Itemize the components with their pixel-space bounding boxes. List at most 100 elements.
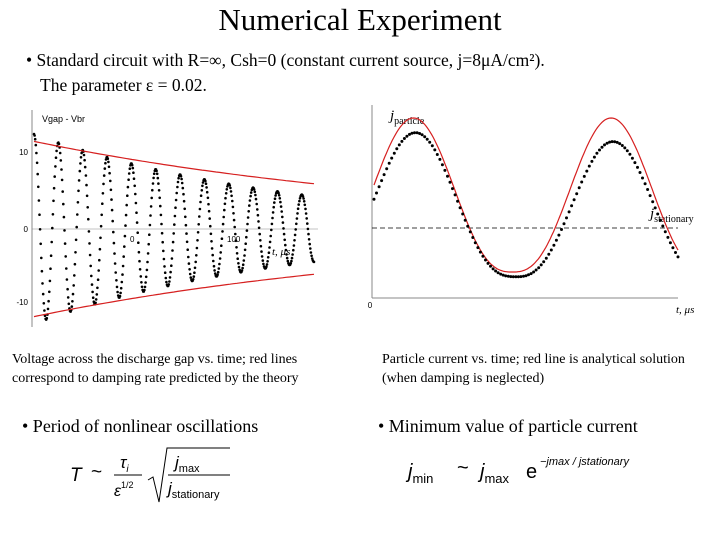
data-point	[481, 254, 485, 258]
data-point	[110, 208, 114, 212]
data-point	[187, 262, 191, 265]
data-point	[549, 248, 553, 252]
data-point	[36, 172, 39, 176]
data-point	[63, 242, 67, 245]
data-point	[134, 192, 137, 196]
data-point	[305, 217, 309, 220]
data-point	[245, 229, 249, 232]
data-point	[283, 238, 287, 242]
data-point	[242, 259, 246, 262]
data-point	[577, 186, 581, 190]
data-point	[278, 197, 282, 200]
data-point	[499, 272, 503, 276]
data-point	[149, 214, 152, 217]
data-point	[272, 205, 276, 209]
data-point	[187, 255, 190, 259]
data-point	[170, 257, 174, 260]
data-point	[298, 199, 301, 203]
data-point	[289, 262, 293, 265]
data-point	[41, 292, 45, 296]
data-point	[152, 172, 156, 175]
data-point	[220, 244, 223, 247]
data-point	[213, 269, 216, 272]
data-point	[408, 132, 411, 136]
data-point	[171, 249, 174, 252]
data-point	[160, 222, 163, 226]
data-point	[557, 233, 561, 237]
data-point	[598, 148, 601, 152]
data-point	[184, 215, 187, 219]
data-point	[255, 202, 258, 206]
data-point	[54, 156, 58, 159]
data-point	[108, 171, 111, 175]
data-point	[471, 236, 475, 239]
data-point	[66, 296, 70, 299]
data-point	[402, 137, 406, 140]
data-point	[610, 140, 614, 144]
data-point	[605, 141, 609, 145]
data-point	[537, 266, 541, 270]
data-point	[209, 224, 212, 228]
data-point	[99, 236, 102, 240]
data-point	[124, 224, 127, 227]
data-point	[233, 225, 236, 229]
data-point	[392, 151, 396, 155]
data-point	[35, 161, 39, 165]
data-point	[255, 208, 259, 211]
data-point	[674, 251, 677, 254]
data-point	[48, 290, 51, 294]
data-point	[246, 222, 249, 226]
data-point	[99, 224, 103, 228]
data-point	[159, 213, 163, 217]
data-point	[281, 215, 284, 219]
data-point	[582, 174, 586, 178]
data-point	[494, 269, 498, 273]
exp-base: e	[526, 461, 537, 483]
y-axis-label: Vgap - Vbr	[42, 114, 85, 124]
data-point	[126, 185, 130, 189]
data-point	[638, 171, 642, 174]
data-point	[209, 232, 213, 236]
data-point	[107, 165, 111, 169]
approx-symbol: ~	[457, 457, 469, 479]
data-point	[182, 192, 185, 196]
data-point	[641, 176, 644, 180]
data-point	[138, 259, 141, 263]
data-point	[58, 151, 62, 155]
intro-line-1: • Standard circuit with R=∞, Csh=0 (cons…	[26, 50, 545, 70]
data-point	[40, 256, 43, 260]
data-point	[234, 239, 238, 243]
data-point	[159, 204, 162, 208]
data-point	[217, 267, 221, 270]
data-point	[590, 159, 594, 163]
data-point	[54, 165, 57, 168]
data-point	[45, 316, 49, 320]
data-point	[87, 217, 90, 221]
data-point	[222, 215, 225, 219]
data-point	[282, 227, 285, 230]
data-point	[83, 165, 87, 169]
data-point	[266, 260, 269, 263]
minimum-formula: jmin ~ jmax e −jmax / jstationary	[405, 456, 630, 486]
data-point	[623, 146, 627, 150]
data-point	[277, 194, 281, 197]
data-point	[127, 172, 131, 175]
data-point	[52, 186, 56, 190]
data-point	[552, 243, 556, 247]
data-point	[385, 167, 389, 171]
data-point	[221, 230, 224, 233]
data-point	[134, 201, 138, 205]
data-point	[125, 203, 128, 207]
data-point	[124, 213, 128, 217]
data-point	[112, 241, 116, 245]
data-point	[237, 265, 241, 269]
data-point	[220, 237, 224, 240]
data-point	[177, 176, 180, 180]
data-point	[216, 270, 220, 274]
data-point	[130, 163, 134, 167]
data-point	[271, 211, 275, 214]
data-point	[296, 207, 300, 210]
data-point	[47, 299, 50, 303]
data-point	[218, 262, 221, 266]
data-point	[291, 253, 294, 256]
